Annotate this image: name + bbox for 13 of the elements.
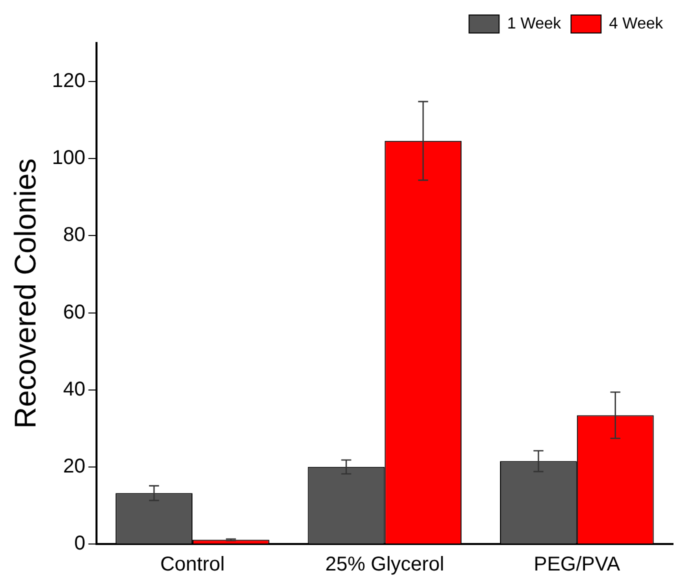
y-axis-title: Recovered Colonies xyxy=(9,158,42,429)
y-tick-label: 0 xyxy=(74,532,86,555)
legend-label: 1 Week xyxy=(507,15,562,32)
y-tick-label: 120 xyxy=(52,70,86,92)
y-tick-label: 20 xyxy=(63,455,86,478)
y-tick-label: 60 xyxy=(63,301,86,324)
x-tick-label: Control xyxy=(160,554,225,576)
y-tick-label: 100 xyxy=(52,147,86,170)
y-tick-label: 80 xyxy=(63,224,86,246)
x-tick-label: PEG/PVA xyxy=(534,554,621,576)
x-tick-label: 25% Glycerol xyxy=(325,554,444,576)
y-tick-label: 40 xyxy=(63,378,86,400)
legend-label: 4 Week xyxy=(609,15,664,32)
